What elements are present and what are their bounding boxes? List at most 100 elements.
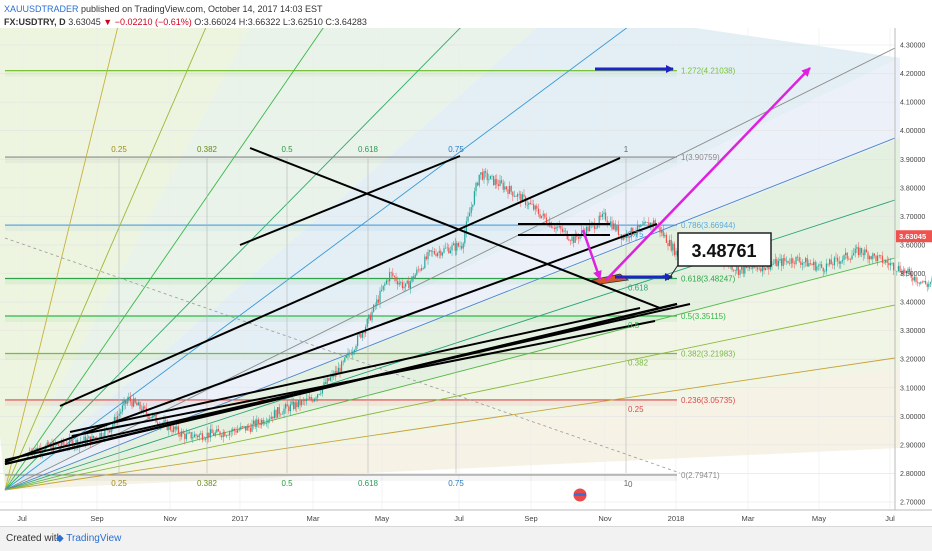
y-axis: 4.30000 4.20000 4.10000 4.00000 3.90000 3.800… [900,43,925,507]
candle-body [781,258,783,266]
candle-body [190,432,192,439]
candle-body [144,406,146,409]
candle-body [750,268,752,270]
candle-body [341,361,343,373]
candle-body [531,203,533,205]
candle-body [46,442,48,446]
tradingview-logo-icon[interactable]: ◆ TradingView [56,533,122,544]
candle-body [121,405,124,412]
candle-body [425,256,428,260]
x-tick-label: Jul [885,514,895,523]
author-link[interactable]: XAUUSDTRADER [4,4,79,14]
candle-body [545,217,548,224]
candle-body [123,400,125,406]
candle-body [393,276,396,277]
candle-body [880,255,882,256]
candle-body [126,400,128,404]
candle-body [733,269,735,271]
x-tick-label: Nov [163,514,177,523]
fan-inner-label: 0 [628,480,633,489]
candle-body [427,251,429,260]
candle-body [793,263,796,264]
candle-body [200,433,202,435]
candle-body [864,249,866,256]
candle-body [59,445,61,447]
candle-body [253,420,255,425]
candle-body [309,397,311,399]
callout-pointer [667,264,679,281]
candle-body [870,256,872,260]
candle-body [453,243,455,246]
candle-body [486,172,488,181]
candle-body [221,435,223,438]
candle-body [777,260,780,267]
candle-body [275,410,277,418]
candle-body [774,259,776,264]
y-tick-label: 4.20000 [900,71,925,78]
candle-body [593,222,596,229]
candle-body [414,274,416,279]
candle-body [109,430,111,433]
candle-body [838,261,840,264]
candle-body [553,227,556,230]
candle-body [929,282,932,284]
candle-body [457,243,460,247]
candle-body [528,202,530,206]
candle-body [177,426,180,434]
candle-body [633,234,636,236]
candle-body [624,235,626,238]
candle-body [669,239,671,247]
trend-line-3 [239,155,461,246]
candle-body [758,268,760,270]
price-chart[interactable]: 1.272(4.21038) 1(3.90759) 0.786(3.66944) 0.… [0,28,932,526]
candle-body [371,311,373,321]
y-tick-label: 3.60000 [900,242,925,249]
candle-body [635,232,637,235]
candle-body [563,230,565,232]
candle-body [408,280,410,289]
candle-body [307,398,309,400]
candle-body [174,426,176,430]
candle-body [229,432,231,436]
candle-body [541,215,543,218]
candle-body [825,263,828,272]
candle-body [325,382,327,384]
candle-body [153,414,156,416]
candle-body [515,196,517,197]
candle-body [829,259,831,265]
candle-body [851,255,853,260]
candle-body [557,226,559,228]
candle-body [99,432,101,439]
candle-body [454,243,456,251]
candle-body [317,394,319,398]
candle-body [542,213,544,216]
candle-body [173,426,175,432]
candle-body [192,437,194,439]
fib-label: 0(2.79471) [681,471,720,480]
candle-body [469,212,471,217]
candle-body [358,334,360,336]
candle-body [862,253,864,256]
fan-label-bottom: 1 [624,479,629,488]
candle-body [310,397,312,400]
candle-body [387,280,389,282]
candle-body [848,258,850,260]
candle-body [472,204,474,208]
x-tick-label: May [375,514,389,523]
candle-body [349,352,351,354]
candle-body [816,266,818,271]
candle-body [232,428,234,432]
candle-body [134,398,136,403]
candle-body [315,397,317,399]
candle-body [211,429,213,434]
candle-body [248,425,250,428]
x-axis: Jul Sep Nov 2017 Mar May Jul Sep Nov 2018 Mar May Ju… [17,514,895,523]
candle-body [70,438,72,441]
candle-body [347,352,349,356]
candle-body [433,251,436,254]
x-tick-label: Sep [524,514,537,523]
candle-body [256,419,258,428]
candle-body [381,289,383,291]
candle-body [846,252,848,259]
candle-body [544,213,546,218]
